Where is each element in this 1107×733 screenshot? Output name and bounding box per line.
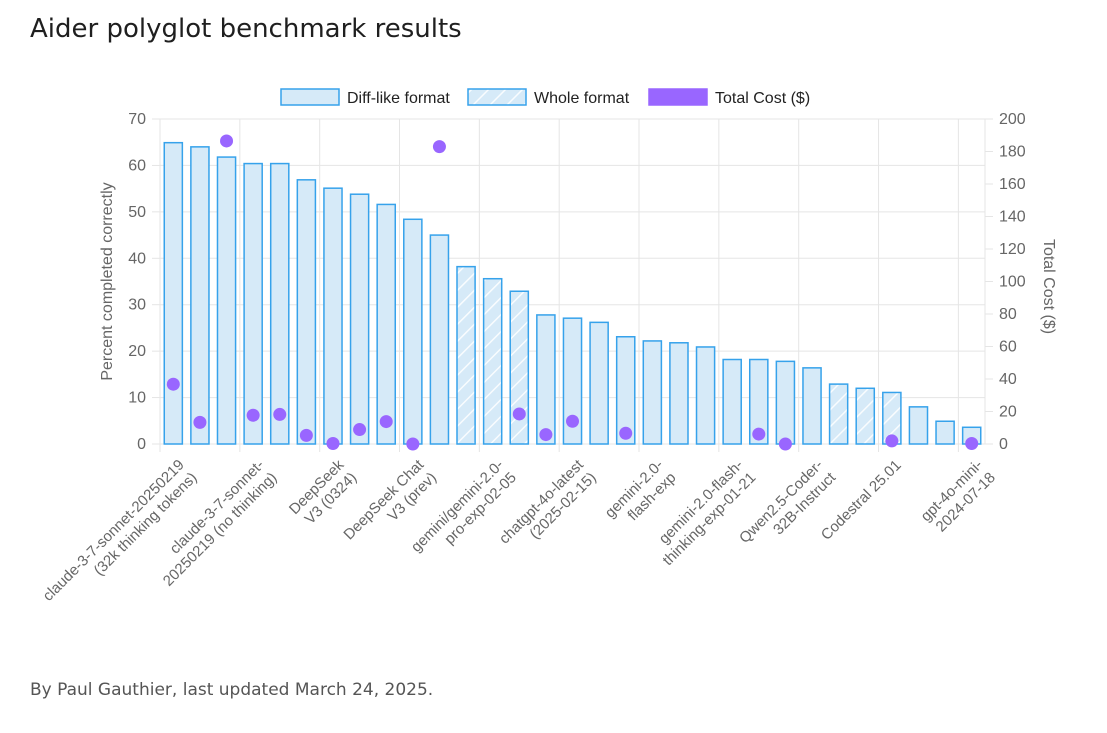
cost-point	[566, 414, 579, 428]
cost-point	[220, 134, 234, 148]
y-left-tick-label: 60	[128, 157, 146, 174]
legend-label: Total Cost ($)	[715, 90, 810, 107]
bar-diff-format	[269, 162, 290, 445]
y-right-tick-label: 60	[999, 339, 1017, 356]
bar-diff-format	[536, 314, 556, 445]
cost-point	[379, 415, 393, 429]
bar-diff-format	[695, 346, 716, 445]
y-right-tick-label: 140	[999, 209, 1026, 226]
y-right-tick-label: 160	[999, 176, 1026, 193]
bar-diff-format	[748, 358, 769, 445]
page-title: Aider polyglot benchmark results	[30, 14, 462, 44]
legend-swatch-diff	[280, 88, 340, 106]
x-tick-label: gpt-4o-mini-2024-07-18	[918, 456, 999, 537]
bar-whole-format	[855, 387, 876, 445]
bar-diff-format	[163, 141, 184, 445]
legend[interactable]: Diff-like format Whole format Total Cost (…	[280, 88, 810, 107]
cost-point	[539, 428, 553, 442]
bar-diff-format	[775, 360, 796, 445]
y-left-tick-label: 10	[128, 390, 146, 407]
x-tick-label: Qwen2.5-Coder-32B-Instruct	[736, 456, 840, 560]
y-right-tick-label: 40	[999, 371, 1017, 388]
cost-point	[166, 377, 180, 391]
y-left-tick-label: 50	[128, 204, 146, 221]
legend-swatch-whole	[467, 88, 527, 106]
y-right-tick-label: 0	[999, 436, 1008, 453]
cost-point	[406, 437, 420, 451]
bar-whole-format	[509, 290, 530, 445]
bar-diff-format	[722, 358, 742, 445]
y-left-tick-label: 0	[137, 436, 146, 453]
bar-diff-format	[642, 340, 663, 445]
cost-point	[193, 415, 207, 429]
y-left-tick-label: 30	[128, 297, 146, 314]
y-right-tick-label: 180	[999, 144, 1026, 161]
x-tick-label: DeepSeekV3 (0324)	[286, 456, 361, 531]
bar-diff-format	[589, 321, 609, 445]
legend-label: Whole format	[534, 90, 630, 107]
bar-diff-format	[190, 146, 210, 445]
y-right-axis-title: Total Cost ($)	[1040, 239, 1057, 334]
bar-diff-format	[429, 234, 450, 445]
cost-points-group	[166, 134, 979, 451]
bar-diff-format	[403, 218, 423, 445]
bar-diff-format	[376, 203, 397, 445]
y-right-tick-label: 200	[999, 111, 1026, 128]
x-tick-label: chatgpt-4o-latest(2025-02-15)	[496, 456, 600, 560]
bar-whole-format	[456, 265, 476, 445]
bar-diff-format	[349, 193, 370, 445]
bar-diff-format	[216, 156, 237, 445]
bar-diff-format	[802, 367, 822, 445]
legend-swatch-cost	[648, 88, 708, 106]
bars-group	[163, 141, 982, 445]
bar-diff-format	[669, 342, 689, 445]
bar-diff-format	[935, 420, 955, 445]
cost-point	[299, 428, 313, 442]
byline: By Paul Gauthier, last updated March 24,…	[30, 680, 434, 700]
y-right-tick-label: 20	[999, 404, 1017, 421]
cost-point	[326, 437, 340, 451]
y-left-tick-label: 70	[128, 111, 146, 128]
bar-diff-format	[296, 179, 317, 445]
cost-point	[353, 423, 367, 437]
cost-point	[752, 427, 766, 441]
cost-point	[885, 434, 899, 448]
cost-point	[512, 407, 526, 421]
cost-point	[778, 437, 792, 451]
cost-point	[246, 408, 260, 422]
y-right-tick-label: 80	[999, 306, 1017, 323]
x-tick-label-line: Codestral 25.01	[818, 457, 905, 544]
bar-diff-format	[615, 336, 636, 445]
cost-point	[273, 407, 287, 421]
x-tick-label: Codestral 25.01	[818, 457, 905, 544]
cost-point	[619, 426, 633, 440]
bar-whole-format	[482, 277, 503, 445]
y-left-axis-title: Percent completed correctly	[99, 182, 116, 380]
bar-whole-format	[828, 383, 849, 445]
bar-diff-format	[908, 406, 929, 445]
bar-diff-format	[562, 317, 583, 445]
y-right-tick-label: 120	[999, 241, 1026, 258]
bar-diff-format	[243, 162, 263, 445]
y-right-tick-label: 100	[999, 274, 1026, 291]
y-left-tick-label: 20	[128, 343, 146, 360]
cost-point	[432, 140, 446, 154]
y-left-tick-label: 40	[128, 250, 146, 267]
legend-label: Diff-like format	[347, 90, 450, 107]
cost-point	[965, 437, 979, 451]
bar-diff-format	[323, 187, 343, 445]
